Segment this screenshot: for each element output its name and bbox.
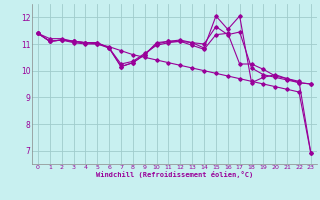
X-axis label: Windchill (Refroidissement éolien,°C): Windchill (Refroidissement éolien,°C) [96, 171, 253, 178]
